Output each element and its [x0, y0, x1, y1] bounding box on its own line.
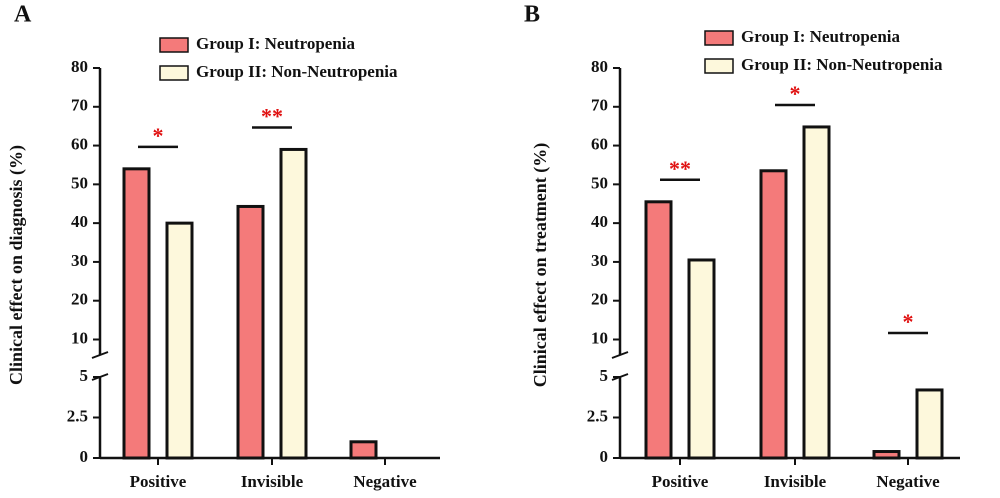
y-tick-label: 10 — [591, 328, 608, 347]
x-tick-label: Positive — [652, 472, 709, 491]
panel-label: A — [14, 2, 32, 28]
y-tick-label: 40 — [71, 212, 88, 231]
bar — [122, 167, 151, 460]
y-tick-label: 70 — [71, 96, 88, 115]
legend-swatch — [159, 37, 189, 53]
bar — [915, 388, 944, 460]
bar — [759, 169, 788, 460]
y-tick-label: 5 — [80, 366, 89, 385]
y-tick-label: 5 — [600, 366, 609, 385]
x-tick-label: Invisible — [764, 472, 827, 491]
y-tick-label: 0 — [600, 447, 609, 466]
y-tick-label: 80 — [591, 57, 608, 76]
y-tick-label: 30 — [71, 251, 88, 270]
bar — [644, 200, 673, 460]
y-tick-label: 2.5 — [587, 406, 608, 425]
y-tick-label: 0 — [80, 447, 89, 466]
y-tick-label: 20 — [71, 290, 88, 309]
legend-label: Group II: Non-Neutropenia — [741, 55, 943, 74]
y-tick-label: 40 — [591, 212, 608, 231]
x-tick-label: Positive — [130, 472, 187, 491]
y-tick-label: 50 — [591, 173, 608, 192]
y-tick-label: 2.5 — [67, 406, 88, 425]
x-tick-label: Negative — [876, 472, 940, 491]
significance-mark: * — [790, 81, 801, 106]
y-tick-label: 70 — [591, 96, 608, 115]
legend-swatch — [704, 58, 734, 74]
legend-label: Group I: Neutropenia — [741, 27, 901, 46]
bar — [349, 440, 378, 460]
bar — [279, 147, 308, 460]
legend-label: Group II: Non-Neutropenia — [196, 62, 398, 81]
bar — [802, 125, 831, 460]
y-axis-label: Clinical effect on diagnosis (%) — [6, 145, 27, 385]
y-tick-label: 50 — [71, 173, 88, 192]
axis-break — [91, 351, 109, 359]
significance-mark: * — [153, 123, 164, 148]
y-tick-label: 20 — [591, 290, 608, 309]
y-tick-label: 60 — [591, 134, 608, 153]
bar — [165, 221, 194, 460]
y-tick-label: 10 — [71, 328, 88, 347]
significance-mark: ** — [669, 156, 691, 181]
y-axis-label: Clinical effect on treatment (%) — [530, 143, 551, 388]
legend-label: Group I: Neutropenia — [196, 34, 356, 53]
bar — [687, 258, 716, 460]
y-tick-label: 30 — [591, 251, 608, 270]
y-tick-label: 60 — [71, 134, 88, 153]
x-tick-label: Invisible — [241, 472, 304, 491]
legend-swatch — [704, 30, 734, 46]
legend-swatch — [159, 65, 189, 81]
x-tick-label: Negative — [353, 472, 417, 491]
panel-label: B — [524, 2, 540, 28]
significance-mark: * — [903, 309, 914, 334]
y-tick-label: 80 — [71, 57, 88, 76]
bar — [872, 450, 901, 460]
axis-break — [611, 351, 629, 359]
bar — [236, 204, 265, 460]
significance-mark: ** — [261, 103, 283, 128]
